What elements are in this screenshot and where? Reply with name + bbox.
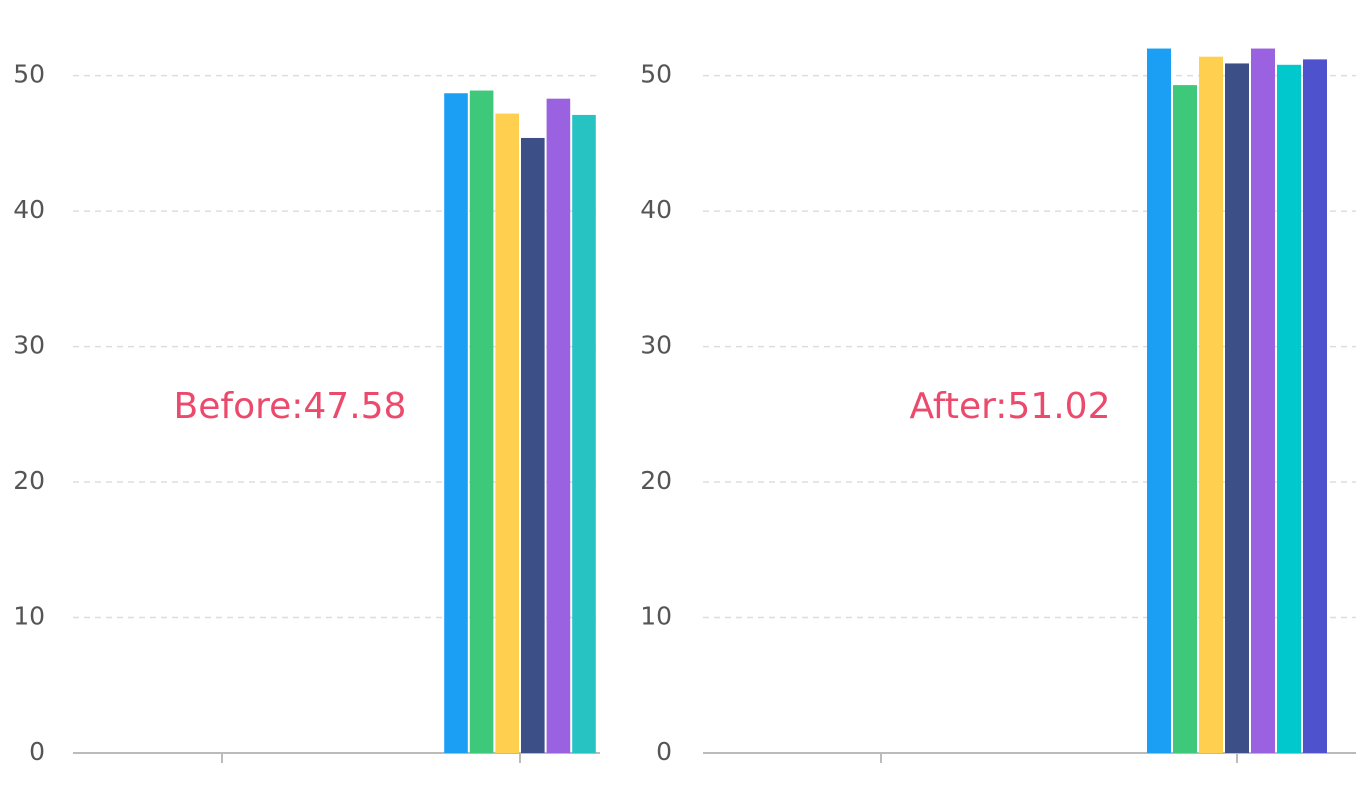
y-tick-label: 30 xyxy=(640,331,672,360)
y-tick-label: 30 xyxy=(13,331,45,360)
y-tick-label: 40 xyxy=(13,195,45,224)
y-tick-label: 20 xyxy=(640,466,672,495)
bar xyxy=(1173,85,1197,754)
chart-after: 0 10 20 30 40 50 After:51.02 xyxy=(640,48,1356,766)
y-tick-label: 40 xyxy=(640,195,672,224)
bar xyxy=(1147,48,1171,753)
bar xyxy=(1277,64,1301,753)
bar xyxy=(572,114,596,754)
bar xyxy=(546,98,571,754)
bar xyxy=(1251,48,1275,753)
y-tick-label: 0 xyxy=(29,737,45,766)
annotation: Before:47.58 xyxy=(174,386,407,427)
y-tick-label: 10 xyxy=(13,602,45,631)
bar xyxy=(1225,63,1249,754)
y-tick-label: 50 xyxy=(13,60,45,89)
y-tick-label: 20 xyxy=(13,466,45,495)
bar xyxy=(444,93,468,754)
annotation: After:51.02 xyxy=(909,386,1110,427)
y-tick-label: 50 xyxy=(640,60,672,89)
chart-before: 0 10 20 30 40 50 Before:47.58 xyxy=(13,60,600,766)
bar xyxy=(1199,56,1223,753)
bar xyxy=(495,113,519,753)
bar xyxy=(469,90,494,753)
y-tick-label: 0 xyxy=(656,737,672,766)
y-tick-label: 10 xyxy=(640,602,672,631)
bar xyxy=(521,137,545,753)
bar xyxy=(1303,59,1327,754)
